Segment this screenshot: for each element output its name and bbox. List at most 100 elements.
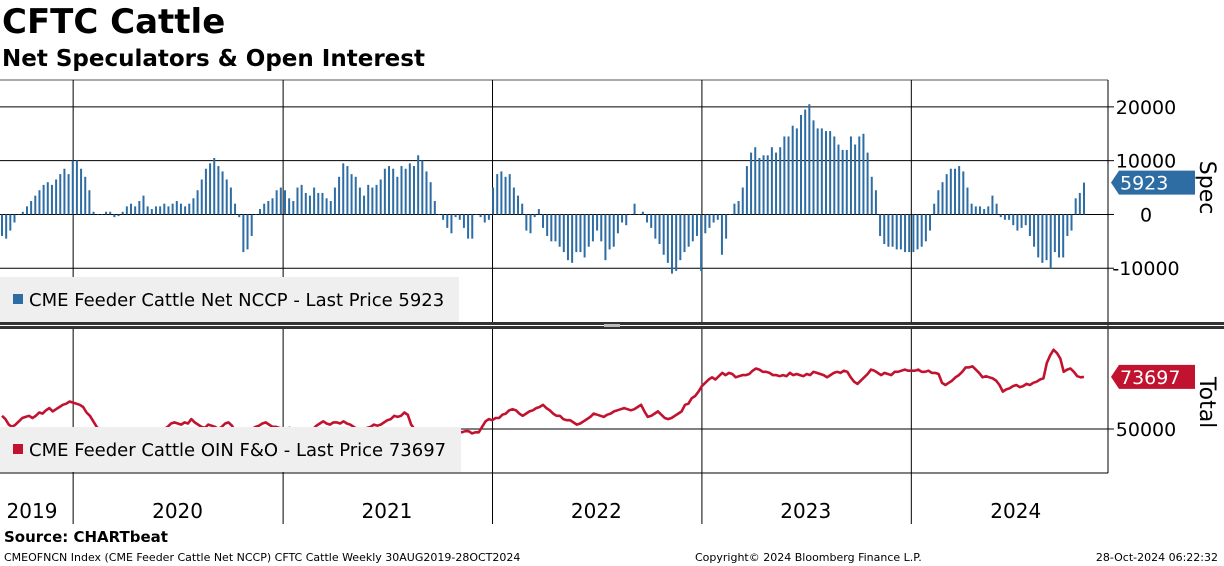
spec-bar bbox=[999, 214, 1002, 218]
total-tick-label: 50000 bbox=[1116, 419, 1176, 441]
spec-bar bbox=[733, 203, 736, 215]
spec-bar bbox=[920, 214, 923, 247]
spec-bar bbox=[970, 203, 973, 215]
spec-bar bbox=[1, 214, 3, 236]
spec-bar bbox=[525, 214, 528, 231]
spec-bar bbox=[983, 209, 986, 215]
spec-bar bbox=[417, 155, 420, 215]
spec-bar bbox=[121, 211, 124, 215]
spec-bar bbox=[558, 214, 561, 247]
spec-tick-label: 0 bbox=[1140, 204, 1152, 226]
spec-bar bbox=[808, 104, 811, 215]
spec-bar bbox=[63, 168, 66, 215]
spec-bar bbox=[1049, 214, 1052, 269]
source-label: Source: CHARTbeat bbox=[4, 528, 168, 546]
spec-tick-label: 10000 bbox=[1116, 151, 1176, 173]
spec-bar bbox=[146, 206, 149, 215]
spec-bar bbox=[21, 211, 24, 215]
spec-bar bbox=[342, 163, 345, 215]
spec-bar bbox=[1045, 214, 1048, 261]
spec-bar bbox=[467, 214, 470, 239]
spec-bar bbox=[358, 187, 361, 215]
spec-bar bbox=[346, 166, 349, 215]
spec-bar bbox=[350, 174, 353, 215]
spec-bar bbox=[442, 214, 445, 220]
spec-bar bbox=[849, 136, 852, 215]
spec-bar bbox=[130, 203, 133, 215]
spec-bar bbox=[824, 131, 827, 215]
spec-bar bbox=[109, 211, 112, 215]
spec-bar bbox=[675, 214, 678, 271]
spec-bar bbox=[96, 214, 99, 215]
separator-handle bbox=[604, 324, 620, 327]
spec-bar bbox=[1083, 182, 1085, 215]
spec-bar bbox=[450, 214, 453, 234]
spec-bar bbox=[263, 203, 266, 215]
spec-bar bbox=[500, 171, 503, 215]
x-tick-label-2023: 2023 bbox=[780, 499, 831, 523]
spec-bar bbox=[666, 214, 669, 263]
spec-bar bbox=[978, 206, 981, 215]
spec-bar bbox=[1066, 214, 1069, 236]
total-axis-label: Total bbox=[1194, 376, 1219, 428]
spec-legend-text: CME Feeder Cattle Net NCCP - Last Price … bbox=[29, 290, 444, 311]
spec-bar bbox=[292, 201, 295, 215]
spec-bar bbox=[829, 131, 832, 215]
spec-bar bbox=[388, 166, 391, 215]
spec-bar bbox=[313, 187, 316, 215]
spec-bar bbox=[737, 201, 740, 215]
spec-bar bbox=[874, 190, 877, 215]
spec-bar bbox=[296, 187, 299, 215]
spec-bar bbox=[916, 214, 919, 250]
total-legend-box bbox=[0, 427, 461, 472]
spec-bar bbox=[1016, 214, 1019, 231]
panel-separator-lower bbox=[0, 326, 1224, 329]
spec-bar bbox=[542, 214, 544, 228]
spec-bar bbox=[125, 206, 128, 215]
spec-bar bbox=[533, 214, 536, 218]
spec-bar bbox=[529, 214, 532, 234]
spec-bar bbox=[795, 128, 798, 215]
spec-bar bbox=[55, 179, 58, 215]
spec-bar bbox=[587, 214, 590, 247]
spec-bar bbox=[433, 201, 436, 215]
spec-bar bbox=[188, 203, 191, 215]
spec-bar bbox=[837, 144, 840, 215]
spec-bar bbox=[1053, 214, 1056, 253]
spec-bar bbox=[471, 214, 474, 239]
spec-bar bbox=[75, 160, 78, 215]
spec-bar bbox=[117, 214, 120, 217]
spec-bar bbox=[945, 174, 948, 215]
spec-bar bbox=[958, 166, 961, 215]
spec-bar bbox=[845, 149, 848, 215]
spec-bar bbox=[895, 214, 898, 250]
spec-bar bbox=[134, 206, 137, 215]
spec-bar bbox=[687, 214, 690, 247]
spec-bar bbox=[446, 214, 449, 228]
spec-bar bbox=[662, 214, 665, 255]
spec-bar bbox=[887, 214, 890, 247]
spec-bar bbox=[929, 214, 932, 231]
spec-tick-label: 20000 bbox=[1116, 97, 1176, 119]
spec-bar bbox=[708, 214, 711, 228]
total-last-value-label: 73697 bbox=[1120, 367, 1180, 389]
spec-bar bbox=[716, 214, 719, 220]
spec-bar bbox=[379, 179, 382, 215]
spec-bar bbox=[100, 214, 103, 215]
spec-bar bbox=[458, 214, 461, 220]
spec-bar bbox=[1012, 214, 1015, 226]
spec-bar bbox=[283, 190, 286, 215]
spec-bar bbox=[725, 214, 728, 239]
spec-bar bbox=[596, 214, 599, 231]
spec-bar bbox=[238, 214, 241, 218]
spec-bar bbox=[496, 174, 499, 215]
x-tick-label-2022: 2022 bbox=[571, 499, 622, 523]
spec-bar bbox=[683, 214, 686, 253]
spec-bar bbox=[412, 166, 415, 215]
spec-bar bbox=[333, 187, 336, 215]
spec-bar bbox=[641, 211, 644, 215]
spec-bar bbox=[138, 201, 141, 215]
spec-bar bbox=[504, 176, 507, 215]
spec-bar bbox=[974, 206, 977, 215]
spec-bar bbox=[229, 187, 232, 215]
